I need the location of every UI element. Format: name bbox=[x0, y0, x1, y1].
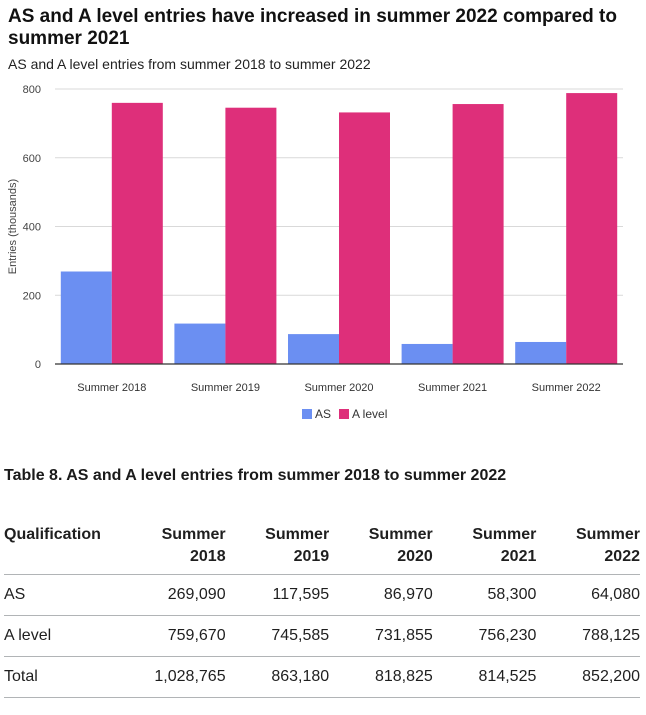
x-tick-label: Summer 2022 bbox=[532, 382, 601, 394]
bar-as bbox=[60, 271, 112, 364]
header-summer-2018: Summer 2018 bbox=[122, 520, 226, 575]
table-cell: AS bbox=[4, 574, 122, 616]
table-cell: 269,090 bbox=[122, 574, 226, 616]
table-cell: 814,525 bbox=[432, 656, 537, 698]
table-cell: A level bbox=[4, 615, 122, 657]
header-summer-2020: Summer 2020 bbox=[329, 520, 433, 575]
x-tick-label: Summer 2021 bbox=[418, 382, 487, 394]
table-cell: 852,200 bbox=[536, 656, 640, 698]
table-row-as: AS 269,090 117,595 86,970 58,300 64,080 bbox=[4, 574, 640, 616]
table-cell: 64,080 bbox=[536, 574, 640, 616]
table-cell: 745,585 bbox=[225, 615, 330, 657]
table-cell: 731,855 bbox=[329, 615, 433, 657]
header-summer-2022: Summer 2022 bbox=[536, 520, 640, 575]
y-tick-label: 400 bbox=[23, 222, 41, 234]
bar-as bbox=[401, 343, 453, 364]
bar-as bbox=[174, 323, 226, 364]
bar-a-level bbox=[452, 104, 504, 365]
bar-a-level bbox=[566, 93, 618, 364]
table-title: Table 8. AS and A level entries from sum… bbox=[4, 467, 507, 484]
table-cell: 788,125 bbox=[536, 615, 640, 657]
bar-chart: 0 200 400 600 800 Entries (thousands) Summer 2… bbox=[7, 84, 623, 421]
table-cell: 863,180 bbox=[225, 656, 330, 698]
table-cell: 1,028,765 bbox=[122, 656, 226, 698]
x-tick-label: Summer 2020 bbox=[304, 382, 373, 394]
table-cell: 756,230 bbox=[432, 615, 537, 657]
bar-a-level bbox=[111, 102, 163, 364]
table-cell: 117,595 bbox=[225, 574, 330, 616]
bar-as bbox=[288, 334, 339, 364]
y-tick-label: 600 bbox=[23, 153, 41, 165]
y-tick-label: 800 bbox=[23, 84, 41, 96]
x-tick-label: Summer 2018 bbox=[77, 382, 146, 394]
legend-swatch bbox=[339, 409, 349, 419]
table-cell: 759,670 bbox=[122, 615, 226, 657]
x-tick-label: Summer 2019 bbox=[191, 382, 260, 394]
header-summer-2019: Summer 2019 bbox=[225, 520, 330, 575]
table-header-row: Qualification Summer 2018 Summer 2019 Su… bbox=[4, 520, 640, 575]
legend-label: AS bbox=[315, 407, 331, 421]
legend-swatch bbox=[302, 409, 312, 419]
table-cell: 86,970 bbox=[329, 574, 433, 616]
table-row-total: Total 1,028,765 863,180 818,825 814,525 … bbox=[4, 656, 640, 698]
chart-subtitle: AS and A level entries from summer 2018 … bbox=[8, 56, 371, 72]
bar-a-level bbox=[339, 112, 390, 365]
y-tick-label: 0 bbox=[35, 359, 41, 371]
bar-a-level bbox=[225, 107, 277, 365]
header-summer-2021: Summer 2021 bbox=[432, 520, 537, 575]
table-row-a-level: A level 759,670 745,585 731,855 756,230 … bbox=[4, 615, 640, 657]
table-cell: 58,300 bbox=[432, 574, 537, 616]
y-axis-label: Entries (thousands) bbox=[7, 179, 19, 274]
y-tick-label: 200 bbox=[23, 290, 41, 302]
bar-as bbox=[515, 341, 567, 364]
table-cell: Total bbox=[4, 656, 122, 698]
legend-label: A level bbox=[352, 407, 387, 421]
chart-title: AS and A level entries have increased in… bbox=[8, 6, 617, 49]
header-qualification: Qualification bbox=[4, 520, 122, 575]
table-cell: 818,825 bbox=[329, 656, 433, 698]
entries-table: Qualification Summer 2018 Summer 2019 Su… bbox=[4, 520, 640, 698]
